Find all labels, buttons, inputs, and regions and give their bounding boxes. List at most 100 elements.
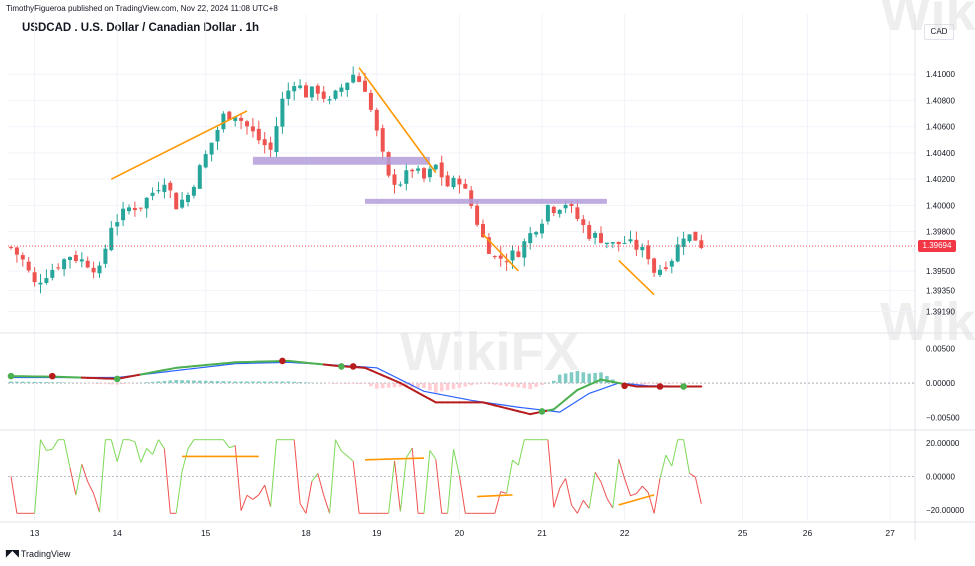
- symbol-title: USDCAD . U.S. Dollar / Canadian Dollar .…: [22, 22, 260, 34]
- candle-body: [410, 169, 415, 172]
- candle-body: [292, 86, 297, 92]
- candle-body: [693, 231, 698, 241]
- time-tick-label: 14: [112, 528, 122, 538]
- candle-body: [687, 234, 692, 242]
- histogram-bar: [640, 383, 645, 385]
- candle-body: [545, 205, 550, 222]
- candle-body: [309, 86, 314, 98]
- price-tick-label: 1.41000: [926, 70, 955, 79]
- histogram-bar: [144, 382, 149, 384]
- time-tick-label: 22: [620, 528, 630, 538]
- candle-body: [274, 126, 279, 153]
- histogram-bar: [174, 379, 178, 384]
- zone-rectangle: [365, 198, 607, 204]
- candle-body: [144, 197, 149, 209]
- histogram-bar: [44, 382, 49, 384]
- histogram-bar: [534, 383, 538, 388]
- histogram-bar: [233, 381, 237, 384]
- candle-body: [315, 85, 320, 94]
- oscillator-line-segment: [246, 494, 254, 500]
- oscillator-line-segment: [618, 459, 626, 479]
- candle-body: [622, 242, 627, 244]
- grid: [8, 14, 915, 520]
- oscillator-line-segment: [10, 476, 18, 514]
- candle-body: [180, 199, 185, 208]
- histogram-bar: [280, 381, 285, 384]
- macd-line-segment: [139, 372, 148, 376]
- candle-body: [298, 85, 303, 88]
- macd-line-segment: [169, 366, 178, 370]
- oscillator-line-segment: [429, 450, 437, 460]
- candle-body: [699, 240, 704, 248]
- histogram-bar: [239, 381, 243, 384]
- trendline: [618, 259, 655, 296]
- histogram-bar: [605, 375, 609, 384]
- macd-cross-dot: [7, 372, 15, 380]
- oscillator-line-segment: [565, 478, 572, 506]
- candle-body: [91, 267, 96, 273]
- oscillator-line-segment: [588, 472, 596, 509]
- histogram-bar: [445, 383, 450, 391]
- oscillator-tick-label: −20.00000: [926, 506, 965, 515]
- macd-line-segment: [364, 366, 372, 372]
- oscillator-line-segment: [252, 494, 260, 500]
- candle-body: [522, 241, 527, 258]
- macd-line-segment: [564, 393, 573, 401]
- candle-body: [233, 117, 238, 121]
- macd-line-segment: [399, 382, 408, 388]
- macd-line-segment: [605, 379, 614, 383]
- oscillator-line-segment: [559, 478, 567, 489]
- oscillator-line-segment: [571, 504, 578, 514]
- candle-body: [245, 121, 249, 127]
- candle-body: [26, 261, 31, 271]
- candle-body: [339, 87, 344, 92]
- oscillator-trendline: [364, 457, 425, 461]
- histogram-bar: [404, 383, 409, 388]
- histogram-bar: [109, 383, 114, 385]
- candle-body: [227, 111, 232, 120]
- macd-cross-dot: [538, 408, 546, 415]
- candle-body: [32, 272, 37, 283]
- candle-body: [510, 250, 515, 261]
- candle-body: [115, 222, 120, 227]
- histogram-bar: [150, 381, 155, 384]
- price-tick-label: 1.39190: [926, 308, 955, 317]
- candle-body: [127, 207, 131, 212]
- candle-body: [481, 223, 485, 238]
- histogram-bar: [333, 383, 338, 384]
- last-price-tag: 1.39694: [918, 240, 956, 253]
- price-tick-label: 1.40000: [926, 201, 955, 210]
- histogram-bar: [469, 383, 473, 386]
- oscillator-line-segment: [641, 485, 649, 493]
- candle-body: [62, 259, 67, 270]
- histogram-bar: [493, 383, 497, 385]
- oscillator-line-segment: [553, 488, 561, 508]
- currency-button[interactable]: CAD: [924, 24, 954, 40]
- oscillator-line-segment: [352, 461, 360, 514]
- histogram-bar: [9, 381, 13, 384]
- oscillator-line-segment: [388, 460, 395, 514]
- oscillator-line-segment: [46, 448, 53, 451]
- trendline: [482, 233, 519, 272]
- candle-body: [250, 126, 255, 132]
- price-tick-label: 1.39800: [926, 228, 955, 237]
- macd-line-segment: [405, 385, 414, 391]
- candle-body: [663, 267, 668, 269]
- publisher-caption: TimothyFigueroa published on TradingView…: [6, 4, 278, 13]
- macd-line-segment: [594, 378, 602, 384]
- oscillator-line-segment: [93, 493, 100, 513]
- candle-body: [221, 113, 226, 130]
- tradingview-logo[interactable]: ◤◥ TradingView: [6, 548, 70, 559]
- trendline: [110, 110, 248, 180]
- oscillator-line-segment: [116, 439, 124, 462]
- oscillator-tick-label: 0.00000: [926, 473, 955, 482]
- histogram-bar: [268, 381, 273, 384]
- macd-cross-dot: [113, 375, 121, 383]
- oscillator-line-segment: [671, 439, 679, 467]
- candle-body: [363, 80, 367, 92]
- candle-body: [469, 190, 474, 206]
- oscillator-line-segment: [317, 473, 325, 496]
- price-tick-label: 1.40600: [926, 123, 955, 132]
- candle-body: [191, 186, 196, 196]
